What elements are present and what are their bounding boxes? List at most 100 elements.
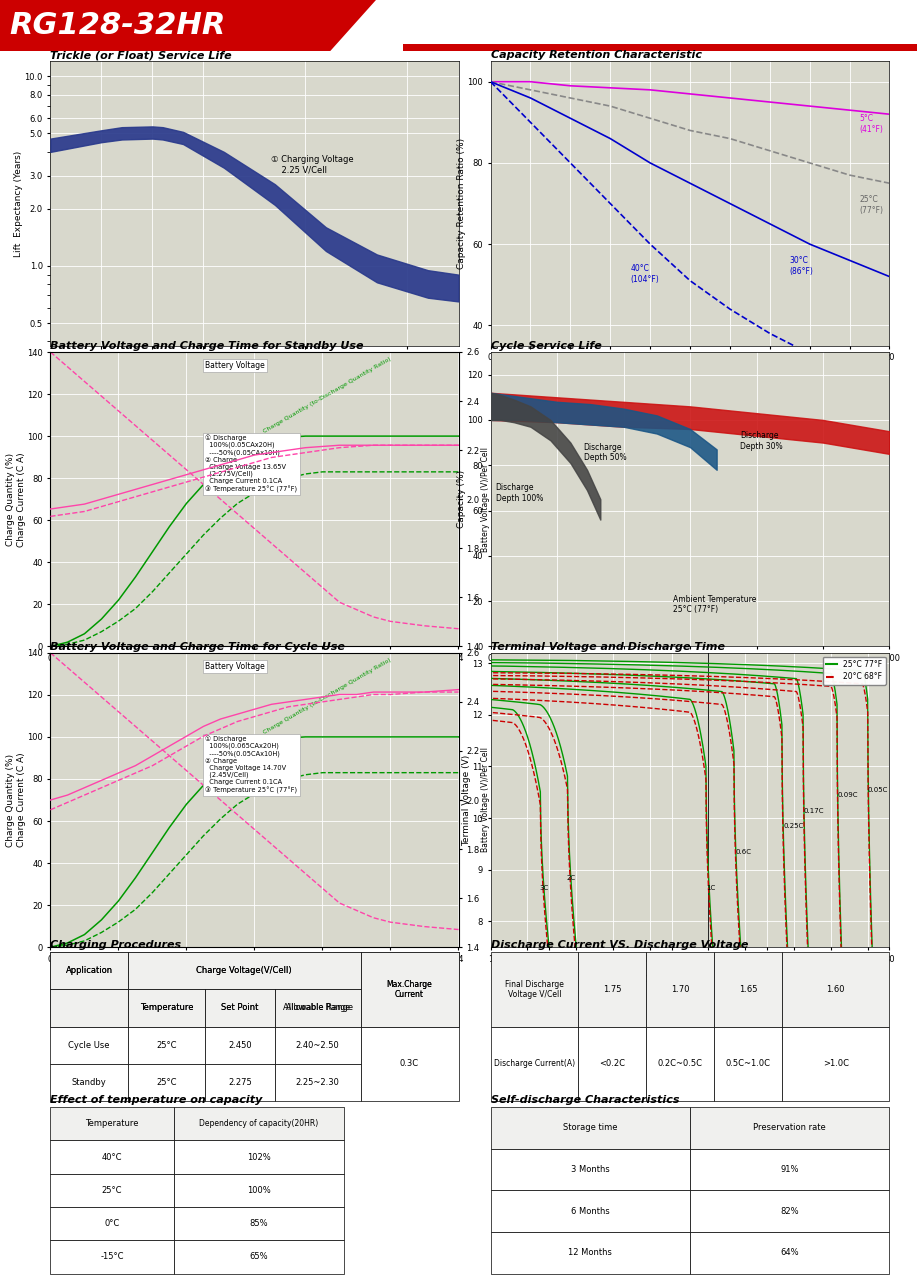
Text: ① Discharge
  100%(0.065CAx20H)
  ----50%(0.05CAx10H)
② Charge
  Charge Voltage : ① Discharge 100%(0.065CAx20H) ----50%(0.… (205, 735, 298, 794)
Text: Charge Quantity (to-Discharge Quantity Ratio): Charge Quantity (to-Discharge Quantity R… (262, 357, 392, 434)
Text: Battery Voltage: Battery Voltage (205, 361, 265, 370)
Text: Battery Voltage: Battery Voltage (205, 662, 265, 671)
Text: -15°C: -15°C (100, 1252, 124, 1262)
Text: Discharge
Depth 50%: Discharge Depth 50% (584, 443, 626, 462)
Bar (691, 1190, 889, 1231)
Text: <0.2C: <0.2C (599, 1059, 625, 1069)
Text: Charge Quantity (to-Discharge Quantity Ratio): Charge Quantity (to-Discharge Quantity R… (262, 658, 392, 735)
X-axis label: Number of Cycles (Times): Number of Cycles (Times) (632, 664, 748, 673)
Bar (174, 1240, 344, 1274)
Bar (174, 1207, 344, 1240)
Text: Storage time: Storage time (563, 1124, 617, 1133)
Legend: 25°C 77°F, 20°C 68°F: 25°C 77°F, 20°C 68°F (823, 657, 886, 685)
Y-axis label: Terminal Voltage (V): Terminal Voltage (V) (462, 754, 471, 846)
Text: 40°C: 40°C (102, 1152, 122, 1162)
Text: Application: Application (66, 966, 113, 975)
Text: 25°C: 25°C (157, 1041, 177, 1050)
Text: Dependency of capacity(20HR): Dependency of capacity(20HR) (199, 1119, 319, 1129)
Bar (128, 952, 360, 989)
Text: 0.25C: 0.25C (783, 823, 803, 829)
Bar (50, 952, 128, 989)
Text: Cycle Use: Cycle Use (69, 1041, 110, 1050)
Bar (128, 1064, 205, 1101)
Text: Set Point: Set Point (222, 1004, 259, 1012)
Text: 2C: 2C (567, 876, 576, 881)
Text: 64%: 64% (780, 1248, 799, 1257)
X-axis label: Discharge Time (Min): Discharge Time (Min) (642, 975, 738, 984)
Text: 1.60: 1.60 (826, 984, 845, 995)
Bar (275, 1064, 360, 1101)
Bar (691, 1149, 889, 1190)
Text: Discharge
Depth 100%: Discharge Depth 100% (495, 484, 543, 503)
Text: Effect of temperature on capacity: Effect of temperature on capacity (50, 1094, 263, 1105)
Text: Battery Voltage and Charge Time for Cycle Use: Battery Voltage and Charge Time for Cycl… (50, 641, 346, 652)
Y-axis label: Lift  Expectancy (Years): Lift Expectancy (Years) (14, 150, 23, 257)
Bar (782, 952, 889, 1027)
Text: 0.6C: 0.6C (735, 849, 752, 855)
X-axis label: Temperature (°C): Temperature (°C) (215, 364, 293, 372)
Text: Temperature: Temperature (140, 1004, 193, 1012)
Bar (50, 1064, 128, 1101)
Text: 0.09C: 0.09C (838, 792, 858, 799)
Text: Allowable Range: Allowable Range (282, 1004, 353, 1012)
Text: Ambient Temperature
25°C (77°F): Ambient Temperature 25°C (77°F) (673, 595, 757, 614)
Text: 2.40~2.50: 2.40~2.50 (296, 1041, 339, 1050)
Bar (275, 1027, 360, 1064)
Polygon shape (0, 0, 376, 51)
Text: 2.25~2.30: 2.25~2.30 (296, 1078, 339, 1087)
Text: Capacity Retention Characteristic: Capacity Retention Characteristic (491, 50, 702, 60)
Text: 3 Months: 3 Months (571, 1165, 610, 1174)
Text: Allowable Range: Allowable Range (286, 1004, 349, 1012)
Bar (275, 989, 360, 1027)
Text: 1.75: 1.75 (603, 984, 622, 995)
Text: Standby: Standby (72, 1078, 106, 1087)
X-axis label: Charge Time (H): Charge Time (H) (217, 965, 292, 974)
Text: 0.17C: 0.17C (804, 808, 824, 814)
Text: Charging Procedures: Charging Procedures (50, 940, 182, 950)
Text: 0°C: 0°C (105, 1219, 120, 1229)
Text: 82%: 82% (780, 1207, 799, 1216)
Bar (646, 952, 714, 1027)
Bar (50, 1174, 174, 1207)
Bar (128, 989, 205, 1027)
Bar (491, 952, 579, 1027)
Text: 5°C
(41°F): 5°C (41°F) (859, 114, 883, 133)
Bar (782, 1027, 889, 1101)
Text: Self-discharge Characteristics: Self-discharge Characteristics (491, 1094, 679, 1105)
Text: ←── Min ──→: ←── Min ──→ (595, 970, 649, 979)
Text: 2.450: 2.450 (228, 1041, 252, 1050)
Text: ① Charging Voltage
    2.25 V/Cell: ① Charging Voltage 2.25 V/Cell (271, 155, 353, 174)
Bar (579, 1027, 646, 1101)
Bar (50, 1240, 174, 1274)
Text: 3C: 3C (539, 886, 548, 891)
Bar (646, 1027, 714, 1101)
Bar (205, 989, 275, 1027)
Text: Charge Voltage(V/Cell): Charge Voltage(V/Cell) (196, 966, 293, 975)
Text: Terminal Voltage and Discharge Time: Terminal Voltage and Discharge Time (491, 641, 724, 652)
Text: 91%: 91% (780, 1165, 799, 1174)
Bar (360, 952, 458, 1027)
Text: Charge Voltage(V/Cell): Charge Voltage(V/Cell) (196, 966, 293, 975)
Bar (128, 1027, 205, 1064)
Text: 65%: 65% (249, 1252, 269, 1262)
Text: 1.65: 1.65 (738, 984, 757, 995)
Bar (491, 1107, 691, 1149)
Text: 25°C: 25°C (157, 1078, 177, 1087)
Text: Preservation rate: Preservation rate (754, 1124, 826, 1133)
Text: Battery Voltage and Charge Time for Standby Use: Battery Voltage and Charge Time for Stan… (50, 340, 364, 351)
Text: 0.2C~0.5C: 0.2C~0.5C (657, 1059, 702, 1069)
Text: Application: Application (66, 966, 113, 975)
Bar (50, 1207, 174, 1240)
Text: 30°C
(86°F): 30°C (86°F) (790, 256, 813, 275)
Y-axis label: Charge Quantity (%)
Charge Current (C A): Charge Quantity (%) Charge Current (C A) (6, 753, 26, 847)
Text: 1.70: 1.70 (671, 984, 690, 995)
Text: ←─ Hr ─→: ←─ Hr ─→ (762, 970, 801, 979)
X-axis label: Charge Time (H): Charge Time (H) (217, 664, 292, 673)
Bar (491, 1149, 691, 1190)
Y-axis label: Capacity (%): Capacity (%) (457, 470, 466, 529)
Bar (174, 1174, 344, 1207)
Bar (50, 1027, 128, 1064)
Bar (579, 952, 646, 1027)
Bar (50, 952, 128, 989)
Text: 2.275: 2.275 (228, 1078, 252, 1087)
